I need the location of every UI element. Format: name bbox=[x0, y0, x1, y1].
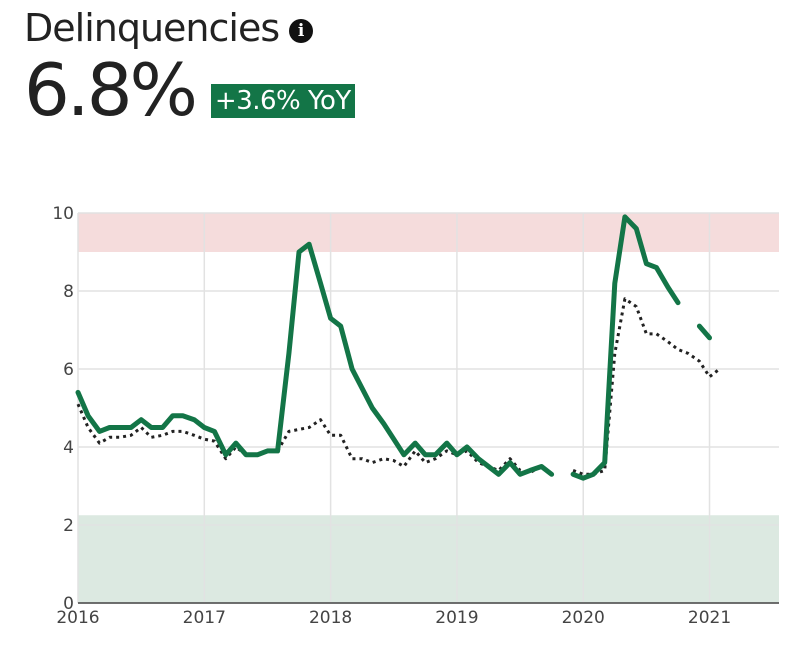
y-tick-label: 10 bbox=[52, 204, 74, 224]
comparison-series-line-segment-0 bbox=[76, 403, 553, 476]
delinquency-series-line-segment-1 bbox=[570, 214, 681, 481]
yoy-change-badge: +3.6% YoY bbox=[210, 84, 355, 118]
y-tick-label: 4 bbox=[63, 438, 74, 458]
x-tick-label: 2020 bbox=[562, 608, 605, 628]
delinquency-series-line-segment-2 bbox=[696, 323, 712, 341]
y-tick-label: 6 bbox=[63, 360, 74, 380]
title-row: Delinquencies i bbox=[24, 6, 355, 50]
y-tick-label: 0 bbox=[63, 594, 74, 614]
danger-band bbox=[78, 213, 779, 252]
value-row: 6.8% +3.6% YoY bbox=[24, 54, 355, 126]
x-tick-label: 2019 bbox=[435, 608, 478, 628]
header: Delinquencies i 6.8% +3.6% YoY bbox=[24, 6, 355, 126]
y-tick-label: 2 bbox=[63, 516, 74, 536]
delinquency-series-line-segment-0 bbox=[75, 241, 555, 477]
current-value: 6.8% bbox=[24, 48, 198, 132]
safe-band bbox=[78, 515, 779, 603]
chart-title: Delinquencies bbox=[24, 6, 280, 50]
info-icon[interactable]: i bbox=[289, 19, 314, 43]
x-tick-label: 2021 bbox=[688, 608, 731, 628]
x-tick-label: 2016 bbox=[56, 608, 99, 628]
x-tick-label: 2017 bbox=[183, 608, 226, 628]
x-tick-label: 2018 bbox=[309, 608, 352, 628]
y-tick-label: 8 bbox=[63, 282, 74, 302]
